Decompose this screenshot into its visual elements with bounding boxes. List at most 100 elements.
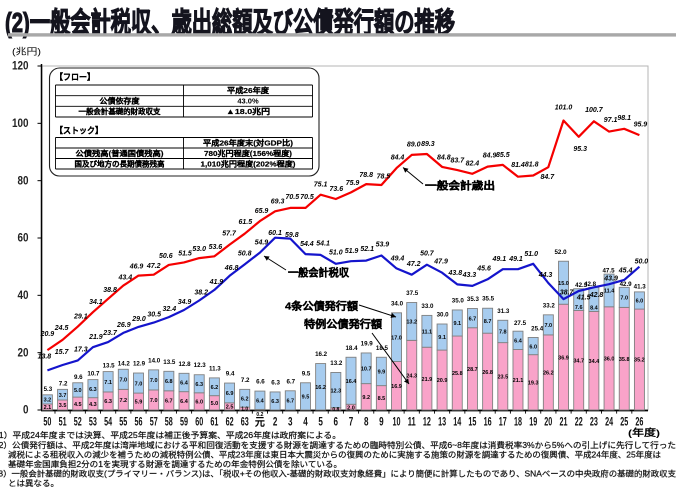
svg-text:51: 51 — [59, 417, 67, 429]
svg-text:2.5: 2.5 — [226, 405, 234, 411]
svg-text:12.8: 12.8 — [178, 361, 191, 368]
svg-text:50.7: 50.7 — [420, 251, 435, 258]
svg-text:25.8: 25.8 — [452, 371, 463, 377]
svg-text:49.1: 49.1 — [491, 256, 506, 263]
svg-text:12.3: 12.3 — [194, 362, 207, 369]
svg-text:38.7: 38.7 — [560, 290, 575, 297]
svg-text:12.3: 12.3 — [330, 388, 341, 394]
svg-text:14.0: 14.0 — [148, 357, 161, 364]
svg-text:6.3: 6.3 — [89, 387, 97, 393]
svg-text:34.1: 34.1 — [89, 299, 103, 306]
svg-text:50.6: 50.6 — [159, 253, 173, 260]
svg-text:42.8: 42.8 — [589, 292, 604, 299]
svg-text:9.4: 9.4 — [226, 371, 235, 378]
svg-text:81.4: 81.4 — [511, 162, 525, 169]
svg-text:47.2: 47.2 — [406, 261, 421, 268]
svg-text:基礎年金国庫負担2分の1を実現する財源を調達するための年金特: 基礎年金国庫負担2分の1を実現する財源を調達するための年金特例公債を除いている。 — [8, 459, 342, 469]
svg-text:18: 18 — [514, 417, 522, 429]
svg-text:16.9: 16.9 — [391, 384, 402, 390]
svg-text:82.4: 82.4 — [466, 161, 480, 168]
svg-text:47.5: 47.5 — [602, 268, 615, 275]
svg-text:3.2: 3.2 — [44, 398, 52, 404]
svg-text:5.0: 5.0 — [211, 401, 219, 407]
svg-text:43.8: 43.8 — [447, 270, 462, 277]
svg-text:62: 62 — [226, 417, 234, 429]
svg-text:(年度): (年度) — [628, 427, 660, 439]
svg-text:31.3: 31.3 — [497, 308, 510, 315]
svg-text:5.3: 5.3 — [44, 386, 53, 393]
svg-text:8.5: 8.5 — [378, 396, 386, 402]
svg-text:7.1: 7.1 — [104, 380, 112, 386]
svg-text:60.1: 60.1 — [268, 230, 282, 237]
svg-text:4: 4 — [303, 417, 308, 429]
svg-text:9.2: 9.2 — [362, 395, 370, 401]
svg-text:6.0: 6.0 — [636, 299, 644, 305]
svg-text:27.5: 27.5 — [514, 320, 527, 327]
svg-text:4.5: 4.5 — [74, 402, 82, 408]
svg-text:3.7: 3.7 — [59, 393, 67, 399]
svg-text:20.9: 20.9 — [40, 331, 55, 338]
svg-text:24.3: 24.3 — [406, 373, 417, 379]
svg-text:75.1: 75.1 — [314, 182, 328, 189]
svg-text:12.9: 12.9 — [133, 361, 146, 368]
svg-text:70.5: 70.5 — [285, 194, 299, 201]
svg-text:22: 22 — [575, 417, 583, 429]
svg-text:一般会計税収: 一般会計税収 — [288, 266, 349, 279]
svg-text:0.2: 0.2 — [256, 412, 263, 418]
svg-text:6: 6 — [334, 417, 339, 429]
svg-text:20: 20 — [18, 347, 29, 359]
svg-text:6.7: 6.7 — [165, 399, 173, 405]
svg-text:97.1: 97.1 — [604, 117, 618, 124]
svg-text:6.7: 6.7 — [469, 316, 477, 322]
svg-text:19: 19 — [529, 417, 537, 429]
svg-text:41.9: 41.9 — [209, 279, 224, 286]
svg-text:43.3: 43.3 — [462, 272, 477, 279]
svg-text:80: 80 — [18, 175, 29, 187]
svg-text:46.8: 46.8 — [224, 265, 239, 272]
svg-text:7.0: 7.0 — [119, 378, 127, 384]
svg-text:23.5: 23.5 — [497, 375, 508, 381]
svg-text:45.6: 45.6 — [476, 266, 491, 273]
svg-text:53.6: 53.6 — [209, 244, 223, 251]
svg-text:43.9: 43.9 — [603, 276, 618, 283]
svg-text:9.6: 9.6 — [74, 374, 83, 381]
svg-text:7.0: 7.0 — [150, 378, 158, 384]
svg-text:75.9: 75.9 — [346, 180, 360, 187]
svg-text:51.0: 51.0 — [329, 249, 343, 256]
svg-text:【ストック】: 【ストック】 — [55, 126, 103, 136]
svg-text:47.9: 47.9 — [433, 259, 448, 266]
svg-text:7.0: 7.0 — [150, 398, 158, 404]
svg-text:63: 63 — [241, 417, 249, 429]
svg-text:7.0: 7.0 — [135, 381, 143, 387]
svg-text:28.7: 28.7 — [467, 367, 478, 373]
svg-text:57: 57 — [150, 417, 158, 429]
svg-text:13.2: 13.2 — [330, 360, 343, 367]
svg-text:(兆円): (兆円) — [12, 47, 41, 57]
svg-text:12: 12 — [423, 417, 431, 429]
svg-text:0.8: 0.8 — [332, 407, 339, 413]
svg-text:20: 20 — [544, 417, 552, 429]
svg-text:52.1: 52.1 — [360, 246, 374, 253]
svg-text:6.6: 6.6 — [256, 379, 265, 386]
svg-text:9.1: 9.1 — [453, 321, 461, 327]
svg-text:10.7: 10.7 — [361, 367, 372, 373]
svg-text:19.3: 19.3 — [528, 381, 539, 387]
svg-text:69.3: 69.3 — [271, 198, 285, 205]
svg-text:8: 8 — [364, 417, 369, 429]
svg-text:注2）公債発行額は、平成2年度は湾岸地域における平和回復活動: 注2）公債発行額は、平成2年度は湾岸地域における平和回復活動を支援する財源を調達… — [0, 440, 676, 450]
svg-text:36.9: 36.9 — [558, 355, 569, 361]
svg-text:95.9: 95.9 — [634, 122, 648, 129]
svg-text:85.5: 85.5 — [496, 152, 510, 159]
svg-text:6.3: 6.3 — [104, 399, 112, 405]
svg-text:10: 10 — [393, 417, 401, 429]
svg-text:▲18.0兆円: ▲18.0兆円 — [226, 106, 271, 116]
svg-text:16.4: 16.4 — [346, 379, 358, 385]
svg-text:44.3: 44.3 — [538, 272, 553, 279]
svg-text:60: 60 — [195, 417, 203, 429]
svg-text:29.0: 29.0 — [131, 316, 146, 323]
svg-text:50: 50 — [43, 417, 51, 429]
svg-text:とは異なる。: とは異なる。 — [8, 479, 59, 488]
svg-text:17: 17 — [499, 417, 507, 429]
svg-text:18.4: 18.4 — [345, 345, 358, 352]
svg-text:37.5: 37.5 — [406, 290, 419, 297]
